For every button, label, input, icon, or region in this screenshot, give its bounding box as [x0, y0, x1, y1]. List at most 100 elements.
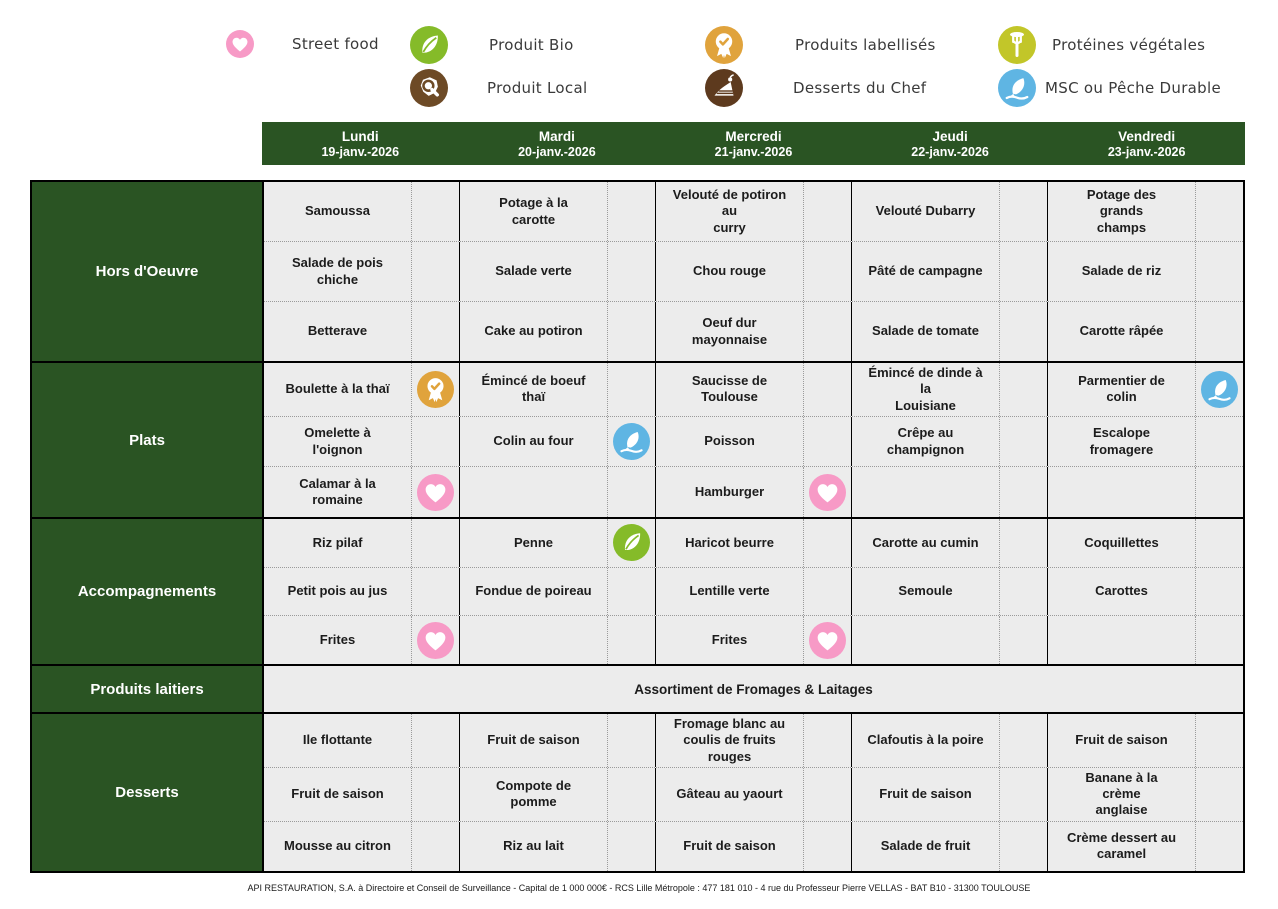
badge-cell [999, 767, 1047, 821]
leaf-icon [613, 524, 650, 562]
day-name: Vendredi [1118, 128, 1176, 144]
day-header-mardi: Mardi 20-janv.-2026 [459, 122, 656, 165]
menu-row: Frites Frites [264, 615, 1243, 665]
menu-cell: Émincé de dinde à la Louisiane [851, 363, 1047, 416]
day-name: Mardi [538, 128, 575, 144]
badge-cell [607, 363, 655, 416]
menu-cell: Semoule [851, 567, 1047, 616]
heart-icon [417, 473, 454, 511]
badge-cell [999, 519, 1047, 567]
menu-cell: Colin au four [459, 416, 655, 467]
dish-text: Oeuf dur mayonnaise [691, 315, 768, 347]
heart-icon [809, 621, 846, 659]
menu-cell: Hamburger [655, 467, 851, 517]
badge-cell [999, 182, 1047, 241]
dish-text: Gâteau au yaourt [676, 786, 783, 801]
menu-cell: Frites [655, 616, 851, 665]
badge-cell [803, 302, 851, 361]
menu-cell: Oeuf dur mayonnaise [655, 302, 851, 361]
leaf-icon [410, 26, 448, 64]
dish-text: Cake au potiron [484, 323, 583, 339]
badge-cell [411, 302, 459, 361]
menu-cell: Crème dessert au caramel [1047, 821, 1243, 871]
category-label: Plats [32, 363, 264, 517]
dish-text: Potage à la carotte [499, 195, 568, 227]
legend-item-produits-labellises: Produits labellisés [705, 26, 936, 64]
menu-cell: Riz au lait [459, 821, 655, 871]
category-section: Plats Boulette à la thaï Émincé de boeuf t… [32, 361, 1243, 517]
day-header: Lundi 19-janv.-2026 Mardi 20-janv.-2026 Merc… [262, 122, 1245, 165]
badge-cell [999, 821, 1047, 871]
badge-cell [1195, 182, 1243, 241]
badge-cell [1195, 519, 1243, 567]
badge-cell [411, 363, 459, 416]
dish-text: Poisson [704, 433, 755, 449]
day-name: Lundi [341, 128, 379, 144]
dish-text: Banane à la crème anglaise [1085, 769, 1158, 818]
menu-cell: Compote de pomme [459, 767, 655, 821]
dish-text: Petit pois au jus [287, 583, 388, 599]
category-section: Hors d'Oeuvre Samoussa Potage à la carotte… [32, 182, 1243, 361]
dish-text: Saucisse de Toulouse [691, 373, 768, 405]
menu-cell: Poisson [655, 416, 851, 467]
dish-text: Salade de fruit [880, 838, 971, 854]
fish-icon [613, 423, 650, 461]
menu-cell: Riz pilaf [264, 519, 459, 567]
badge-cell [607, 714, 655, 767]
dish-text: Fromage blanc au coulis de fruits rouges [673, 716, 786, 764]
badge-cell [411, 616, 459, 665]
dish-text: Crème dessert au caramel [1066, 830, 1177, 862]
dish-text: Fruit de saison [683, 838, 776, 854]
badge-cell [607, 519, 655, 567]
dish-text: Salade de tomate [872, 323, 979, 339]
menu-cell: Penne [459, 519, 655, 567]
menu-row: Samoussa Potage à la carotte Velouté de po… [264, 182, 1243, 241]
menu-row: Mousse au citron Riz au lait Fruit de sais… [264, 820, 1243, 871]
menu-row: Betterave Cake au potiron Oeuf dur mayonna… [264, 301, 1243, 361]
menu-table: Hors d'Oeuvre Samoussa Potage à la carotte… [30, 180, 1245, 873]
legend-item-street-food: Street food [226, 30, 379, 58]
badge-cell [607, 416, 655, 467]
badge-cell [803, 363, 851, 416]
badge-cell [411, 519, 459, 567]
badge-cell [999, 242, 1047, 301]
menu-cell: Ile flottante [264, 714, 459, 767]
legend-label: Protéines végétales [1052, 36, 1206, 54]
badge-cell [411, 567, 459, 616]
menu-cell: Banane à la crème anglaise [1047, 767, 1243, 821]
menu-cell: Samoussa [264, 182, 459, 241]
dish-text: Fruit de saison [879, 786, 972, 801]
badge-cell [803, 467, 851, 517]
dish-text: Colin au four [493, 433, 574, 449]
badge-cell [411, 767, 459, 821]
menu-cell: Gâteau au yaourt [655, 767, 851, 821]
badge-cell [803, 714, 851, 767]
legend-label: Desserts du Chef [793, 79, 927, 97]
menu-cell: Fondue de poireau [459, 567, 655, 616]
menu-cell: Frites [264, 616, 459, 665]
badge-cell [607, 182, 655, 241]
badge-cell [1195, 416, 1243, 467]
dish-text: Hamburger [694, 484, 765, 500]
badge-cell [1195, 567, 1243, 616]
dish-text: Boulette à la thaï [285, 381, 390, 397]
menu-cell: Omelette à l'oignon [264, 416, 459, 467]
badge-cell [607, 616, 655, 665]
dish-text: Fruit de saison [1075, 732, 1168, 748]
legend-label: Produit Bio [489, 36, 574, 54]
dish-text: Émincé de dinde à la Louisiane [868, 365, 983, 413]
dish-text: Parmentier de colin [1078, 373, 1165, 405]
menu-cell [1047, 616, 1243, 665]
badge-cell [411, 416, 459, 467]
day-date: 23-janv.-2026 [1107, 144, 1186, 159]
heart-icon [417, 621, 454, 659]
dish-text [460, 467, 607, 517]
dish-text: Coquillettes [1084, 534, 1159, 550]
dish-text: Clafoutis à la poire [867, 732, 984, 748]
dish-text: Calamar à la romaine [299, 475, 376, 508]
category-label: Hors d'Oeuvre [32, 182, 264, 361]
dish-text: Carotte au cumin [872, 534, 979, 550]
category-section: Produits laitiers Assortiment de Fromages… [32, 664, 1243, 712]
badge-cell [411, 467, 459, 517]
menu-cell: Chou rouge [655, 242, 851, 301]
